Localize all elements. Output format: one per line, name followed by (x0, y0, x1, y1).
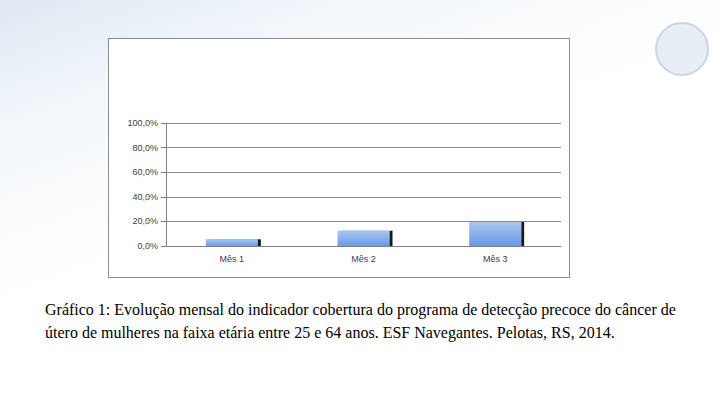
svg-text:100,0%: 100,0% (127, 118, 158, 128)
svg-text:Mês 2: Mês 2 (351, 254, 376, 264)
svg-text:60,0%: 60,0% (132, 167, 158, 177)
svg-text:Mês 1: Mês 1 (220, 254, 245, 264)
svg-text:0,0%: 0,0% (137, 241, 158, 251)
svg-text:20,0%: 20,0% (132, 216, 158, 226)
svg-text:40,0%: 40,0% (132, 192, 158, 202)
svg-text:Mês 3: Mês 3 (483, 254, 508, 264)
svg-text:80,0%: 80,0% (132, 143, 158, 153)
html-text:Gráfico 1: Evolução mensal do: Gráfico 1: Evolução mensal do indicador … (45, 301, 676, 341)
